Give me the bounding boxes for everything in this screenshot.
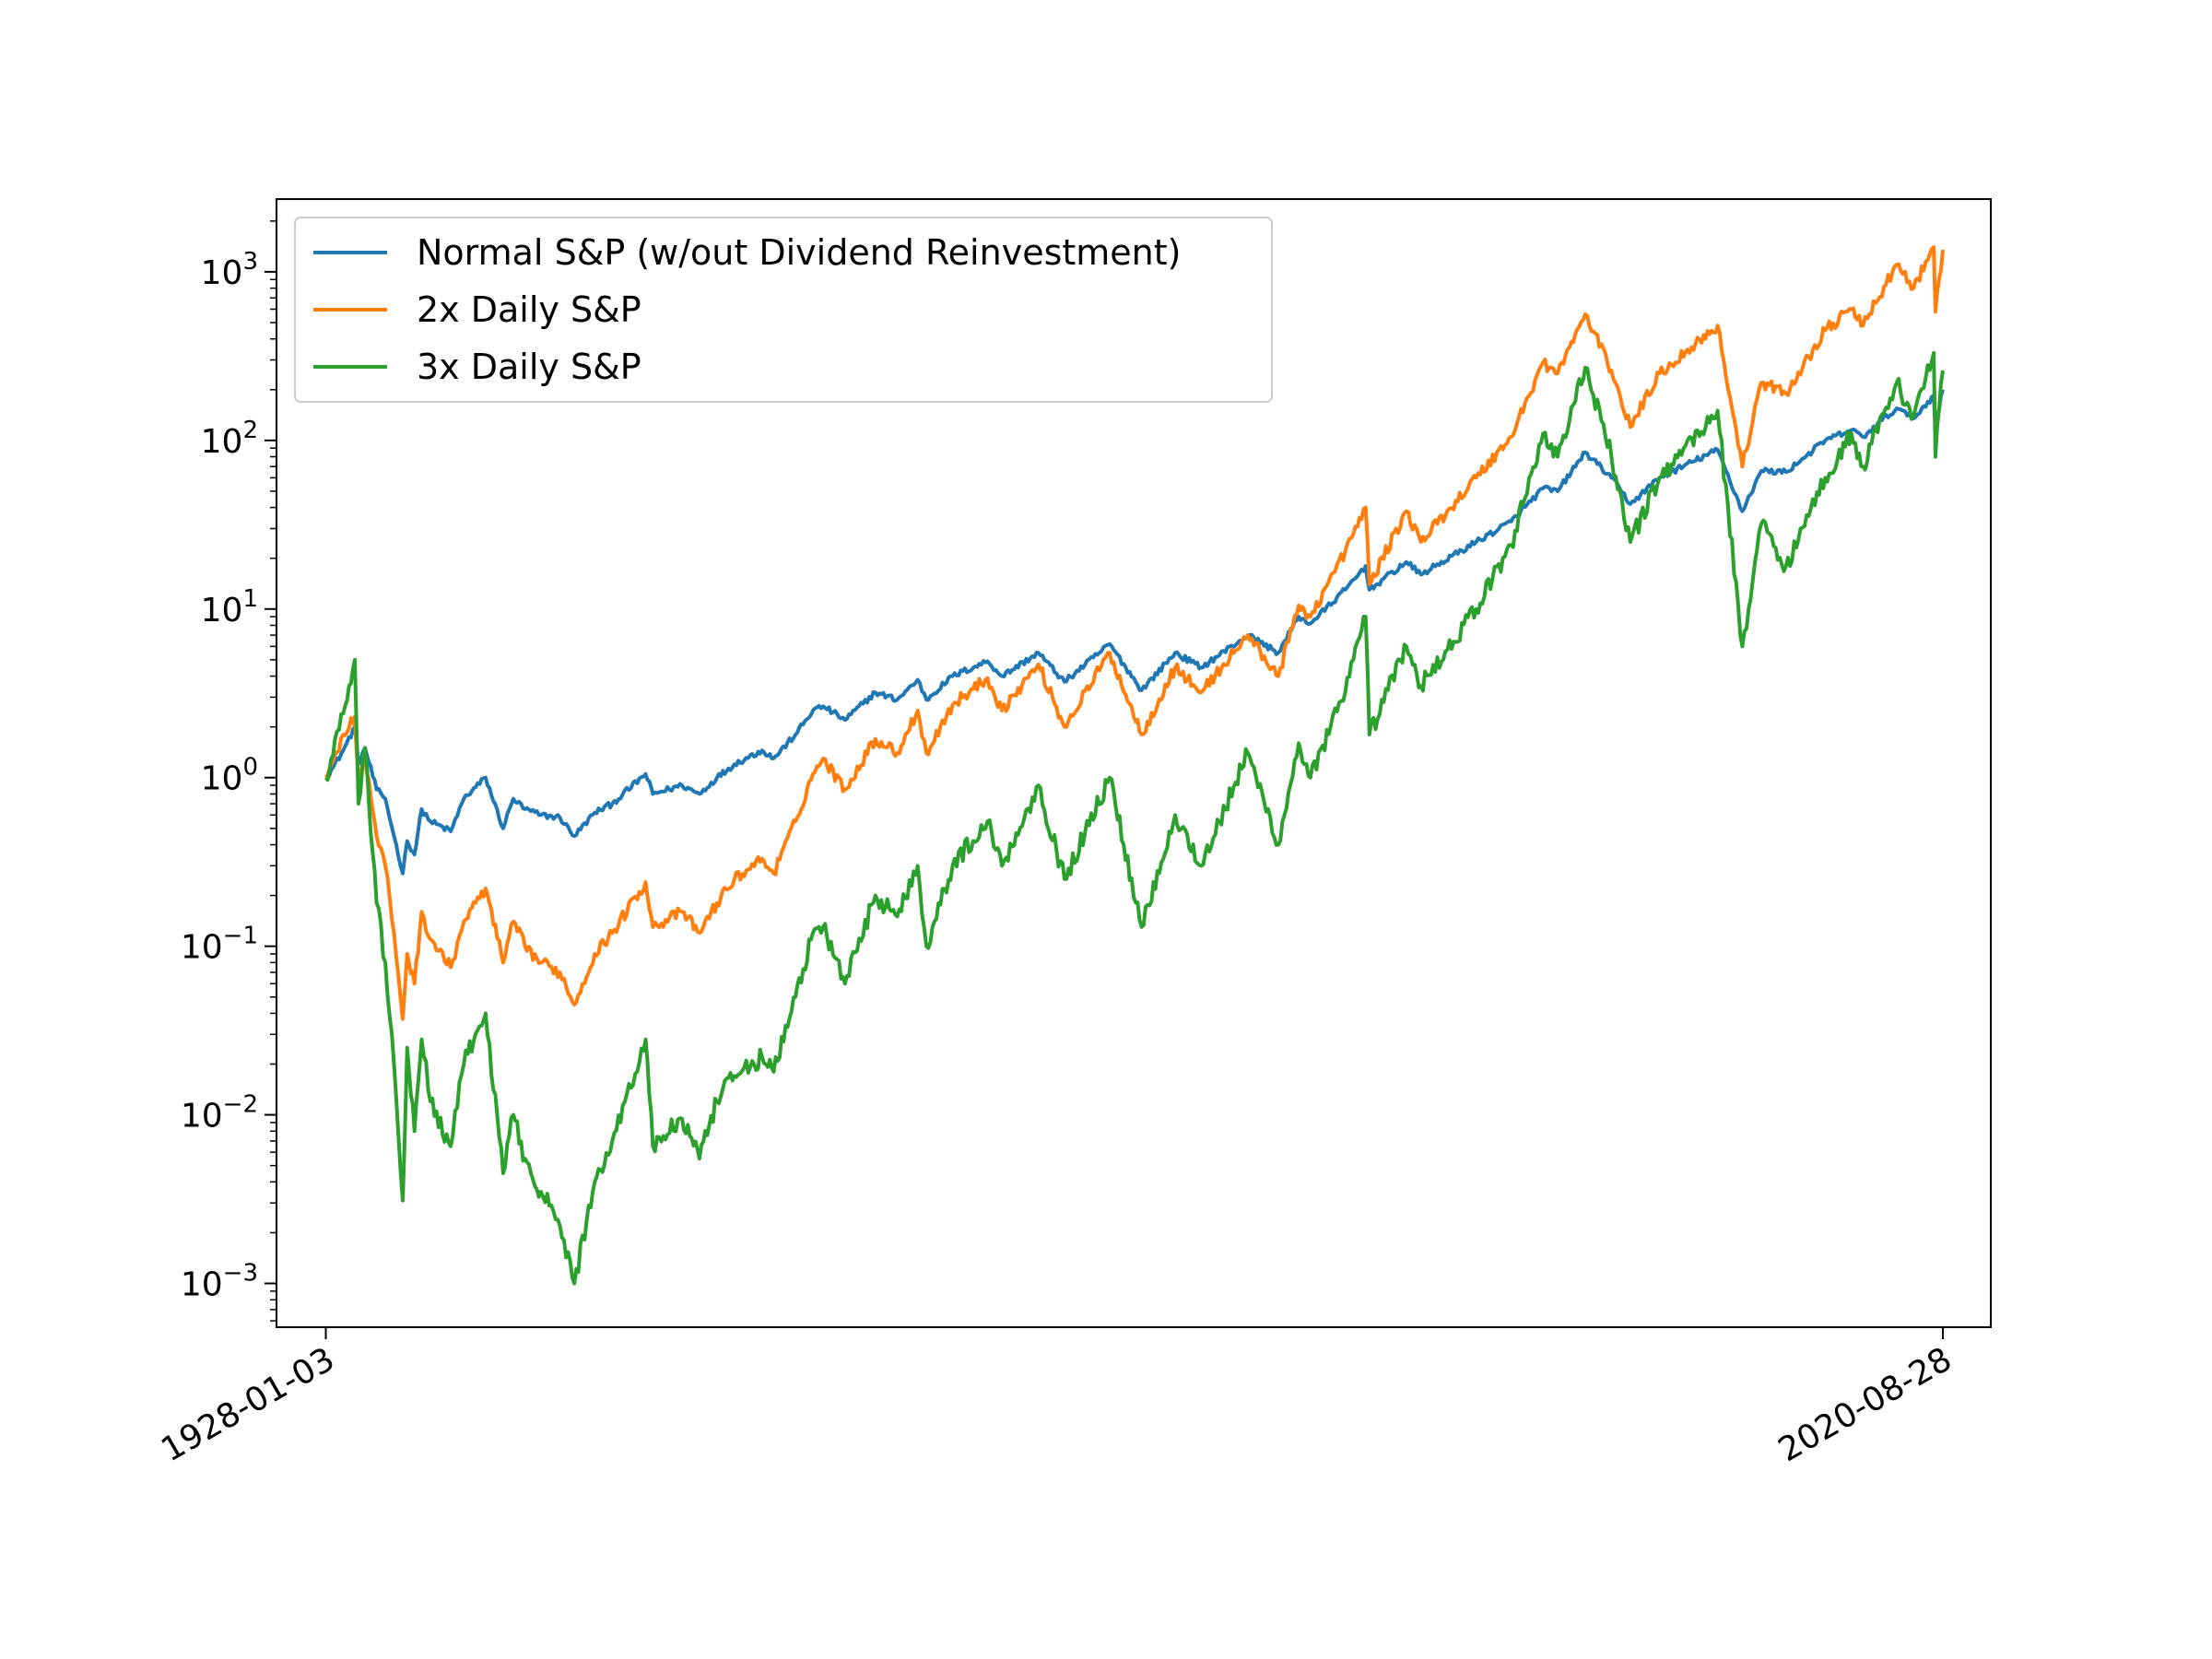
y-tick-label: 101 (201, 585, 258, 629)
series-layer (324, 245, 1945, 1286)
legend-label-2: 2x Daily S&P (417, 289, 641, 330)
y-tick-label: 10−2 (181, 1091, 258, 1135)
plot-frame (276, 198, 1992, 1328)
y-tick-label: 10−1 (181, 923, 258, 967)
series-line-1 (325, 389, 1945, 876)
legend: Normal S&P (w/out Dividend Reinvestment)… (294, 217, 1273, 403)
legend-label-3: 3x Daily S&P (417, 347, 641, 387)
y-tick-label: 10−3 (181, 1260, 258, 1304)
y-tick-label: 100 (201, 754, 258, 798)
y-tick-label: 103 (201, 248, 258, 292)
y-axis: 10−3 10−2 10−1 100 101 102 103 (181, 220, 276, 1322)
series-line-2 (324, 245, 1945, 1021)
series-line-3 (324, 351, 1945, 1286)
y-tick-label: 102 (201, 417, 258, 461)
legend-box (294, 217, 1273, 403)
legend-label-1: Normal S&P (w/out Dividend Reinvestment) (417, 232, 1181, 273)
